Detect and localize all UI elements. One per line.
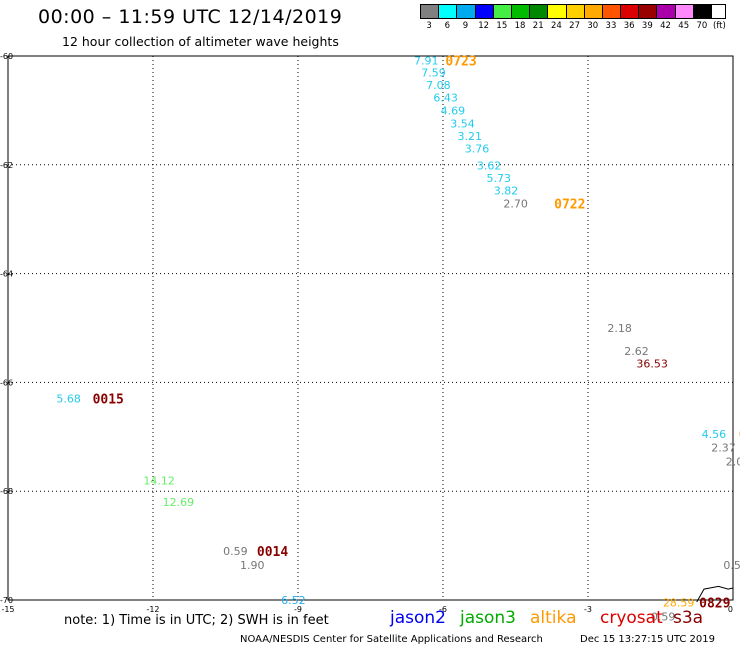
legend-swatch [493, 5, 512, 18]
lat-tick-label: -62 [0, 161, 13, 170]
wave-height-label: 0.59 [651, 610, 676, 623]
legend-label: 70 [696, 21, 708, 31]
legend-label: 24 [550, 21, 562, 31]
wave-height-label: 36.53 [636, 357, 668, 370]
legend-label: 18 [514, 21, 526, 31]
satellite-name-jason2: jason2 [390, 608, 446, 628]
wave-height-label: 0.5 [723, 559, 740, 572]
wave-height-label: 3.21 [458, 130, 483, 143]
footer-agency: NOAA/NESDIS Center for Satellite Applica… [240, 634, 543, 645]
lat-tick-label: -68 [0, 487, 13, 496]
wave-height-label: 5.73 [487, 172, 512, 185]
lon-tick-label: -3 [584, 605, 592, 614]
wave-height-label: 3.82 [494, 184, 519, 197]
legend-label: 33 [605, 21, 617, 31]
legend-label: 3 [426, 21, 432, 31]
wave-height-label: 1.90 [240, 559, 265, 572]
wave-height-label: 6.43 [433, 91, 458, 104]
legend-swatch [584, 5, 603, 18]
legend-labels: 3 6 9 12 15 18 21 24 27 30 33 36 39 42 45 70 (ft) [420, 21, 726, 31]
wave-height-label: 2.18 [607, 322, 632, 335]
legend-swatch [511, 5, 531, 18]
legend-swatch [602, 5, 622, 18]
wave-height-label: 2.62 [624, 345, 649, 358]
plot-frame [7, 55, 734, 601]
wave-height-label: 7.91 [414, 54, 439, 67]
color-legend: 3 6 9 12 15 18 21 24 27 30 33 36 39 42 45 70 (ft) [420, 4, 726, 31]
wave-height-label: 28.59 [663, 597, 695, 610]
lon-tick-label: -9 [294, 605, 302, 614]
legend-swatch [675, 5, 694, 18]
legend-color-bar [420, 4, 726, 19]
wave-height-label: 4.69 [441, 104, 466, 117]
lat-tick-label: -70 [0, 596, 13, 605]
page-subtitle: 12 hour collection of altimeter wave hei… [62, 34, 339, 49]
wave-height-label: 0.59 [223, 545, 248, 558]
wave-height-label: 6.52 [281, 594, 306, 607]
wave-height-label: 7.08 [426, 79, 451, 92]
legend-swatch [530, 5, 549, 18]
wave-height-label: 3.76 [465, 142, 490, 155]
pass-time-label: 0722 [554, 197, 585, 212]
legend-swatch [457, 5, 476, 18]
wave-height-label: 2.0 [726, 455, 740, 468]
wave-height-label: 4.56 [702, 428, 727, 441]
pass-time-label: 0829 [699, 597, 730, 612]
lon-tick-label: -6 [439, 605, 447, 614]
footer-timestamp: Dec 15 13:27:15 UTC 2019 [580, 634, 715, 645]
legend-label: 27 [569, 21, 580, 31]
legend-label: 6 [444, 21, 450, 31]
legend-unit: (ft) [713, 21, 726, 31]
legend-label: 9 [462, 21, 469, 31]
satellite-name-s3a: s3a [673, 608, 704, 628]
legend-label: 15 [496, 21, 508, 31]
wave-height-label: 3.54 [450, 117, 475, 130]
wave-height-label: 12.69 [163, 496, 195, 509]
pass-time-label: 0 [739, 428, 740, 443]
legend-swatch [439, 5, 458, 18]
legend-label: 36 [623, 21, 635, 31]
lon-tick-label: -15 [1, 605, 14, 614]
wave-height-label: 2.37 [711, 442, 736, 455]
satellite-name-jason3: jason3 [460, 608, 516, 628]
pass-time-label: 0014 [257, 545, 288, 560]
satellite-name-cryosat: cryosat [600, 608, 663, 628]
legend-swatch [657, 5, 676, 18]
legend-label: 12 [478, 21, 490, 31]
legend-label: 42 [660, 21, 671, 31]
legend-label: 45 [678, 21, 690, 31]
page-title: 00:00 – 11:59 UTC 12/14/2019 [38, 6, 343, 28]
legend-label: 21 [532, 21, 544, 31]
legend-label: 30 [587, 21, 599, 31]
wave-height-label: 3.62 [477, 159, 502, 172]
wave-height-label: 14.12 [143, 474, 175, 487]
legend-swatch [421, 5, 440, 18]
lon-tick-label: -12 [146, 605, 159, 614]
legend-swatch [475, 5, 494, 18]
legend-swatch [621, 5, 640, 18]
legend-swatch [548, 5, 567, 18]
wave-height-label: 5.68 [56, 393, 80, 406]
lat-tick-label: -60 [0, 52, 13, 61]
satellite-name-altika: altika [530, 608, 577, 628]
wave-height-label: 2.70 [503, 197, 527, 210]
pass-time-label: 0015 [93, 393, 124, 408]
coastline [696, 585, 734, 603]
note-text: note: 1) Time is in UTC; 2) SWH is in fe… [64, 613, 329, 628]
legend-swatch [566, 5, 585, 18]
lat-tick-label: -64 [0, 270, 13, 279]
lon-tick-label: 0 [728, 605, 733, 614]
lat-tick-label: -66 [0, 378, 13, 387]
legend-swatch [639, 5, 658, 18]
legend-label: 39 [641, 21, 653, 31]
pass-time-label: 0723 [445, 54, 476, 69]
legend-swatch [693, 5, 712, 18]
wave-height-label: 7.59 [421, 66, 446, 79]
